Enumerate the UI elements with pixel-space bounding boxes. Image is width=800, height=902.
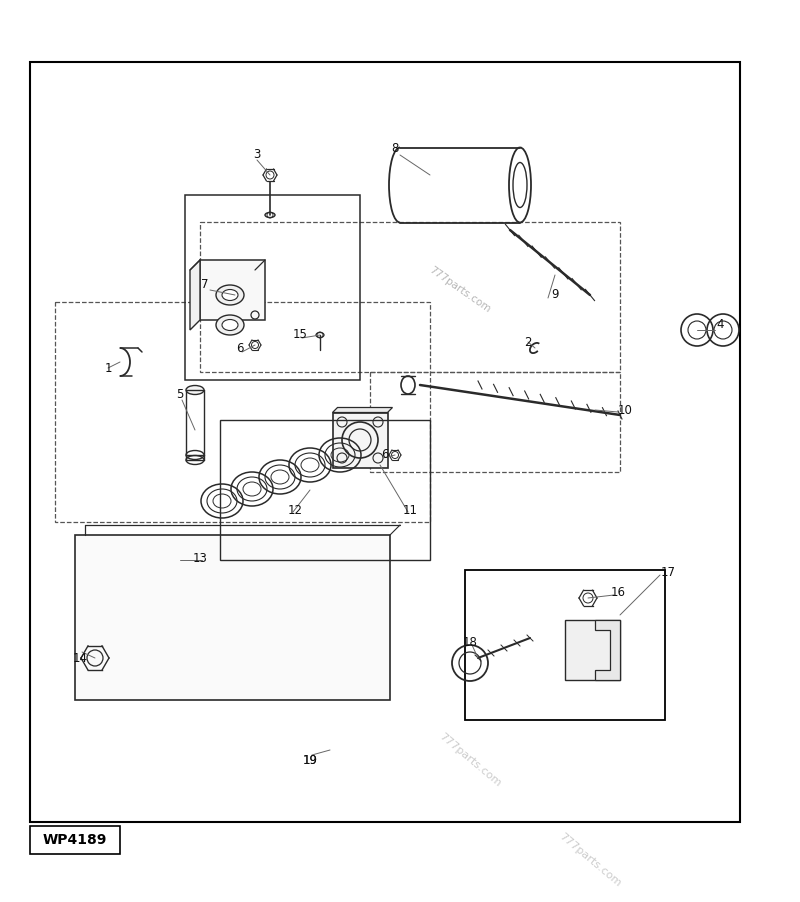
Ellipse shape: [222, 319, 238, 330]
Text: 8: 8: [391, 142, 398, 154]
Bar: [30, 826, 120, 854]
Text: 13: 13: [193, 551, 207, 565]
Text: 777parts.com: 777parts.com: [427, 265, 493, 315]
Text: 6: 6: [236, 342, 244, 354]
Bar: [30, 62, 740, 822]
Text: 9: 9: [551, 289, 558, 301]
Text: 777parts.com: 777parts.com: [557, 832, 623, 888]
Bar: [465, 570, 665, 720]
Polygon shape: [200, 260, 265, 320]
Polygon shape: [75, 535, 390, 700]
Text: 14: 14: [73, 651, 87, 665]
Text: 5: 5: [176, 389, 184, 401]
Ellipse shape: [222, 290, 238, 300]
Text: 7: 7: [202, 279, 209, 291]
Polygon shape: [595, 620, 620, 680]
Polygon shape: [190, 260, 200, 330]
Text: 19: 19: [302, 753, 318, 767]
Text: 16: 16: [610, 585, 626, 599]
Text: 2: 2: [524, 336, 532, 348]
Text: 11: 11: [402, 503, 418, 517]
Text: 4: 4: [716, 318, 724, 332]
Text: 6: 6: [382, 448, 389, 462]
Text: 12: 12: [287, 503, 302, 517]
Text: 15: 15: [293, 328, 307, 342]
Text: 18: 18: [462, 636, 478, 649]
Polygon shape: [333, 412, 387, 467]
Text: 19: 19: [302, 753, 318, 767]
Polygon shape: [565, 620, 620, 680]
Text: 10: 10: [618, 403, 633, 417]
Ellipse shape: [186, 385, 204, 394]
Ellipse shape: [216, 315, 244, 335]
Text: 777parts.com: 777parts.com: [437, 732, 503, 788]
Text: 17: 17: [661, 566, 675, 578]
Polygon shape: [333, 408, 393, 412]
Text: 3: 3: [254, 149, 261, 161]
Text: WP4189: WP4189: [43, 833, 107, 847]
Ellipse shape: [216, 285, 244, 305]
Text: 1: 1: [104, 362, 112, 374]
